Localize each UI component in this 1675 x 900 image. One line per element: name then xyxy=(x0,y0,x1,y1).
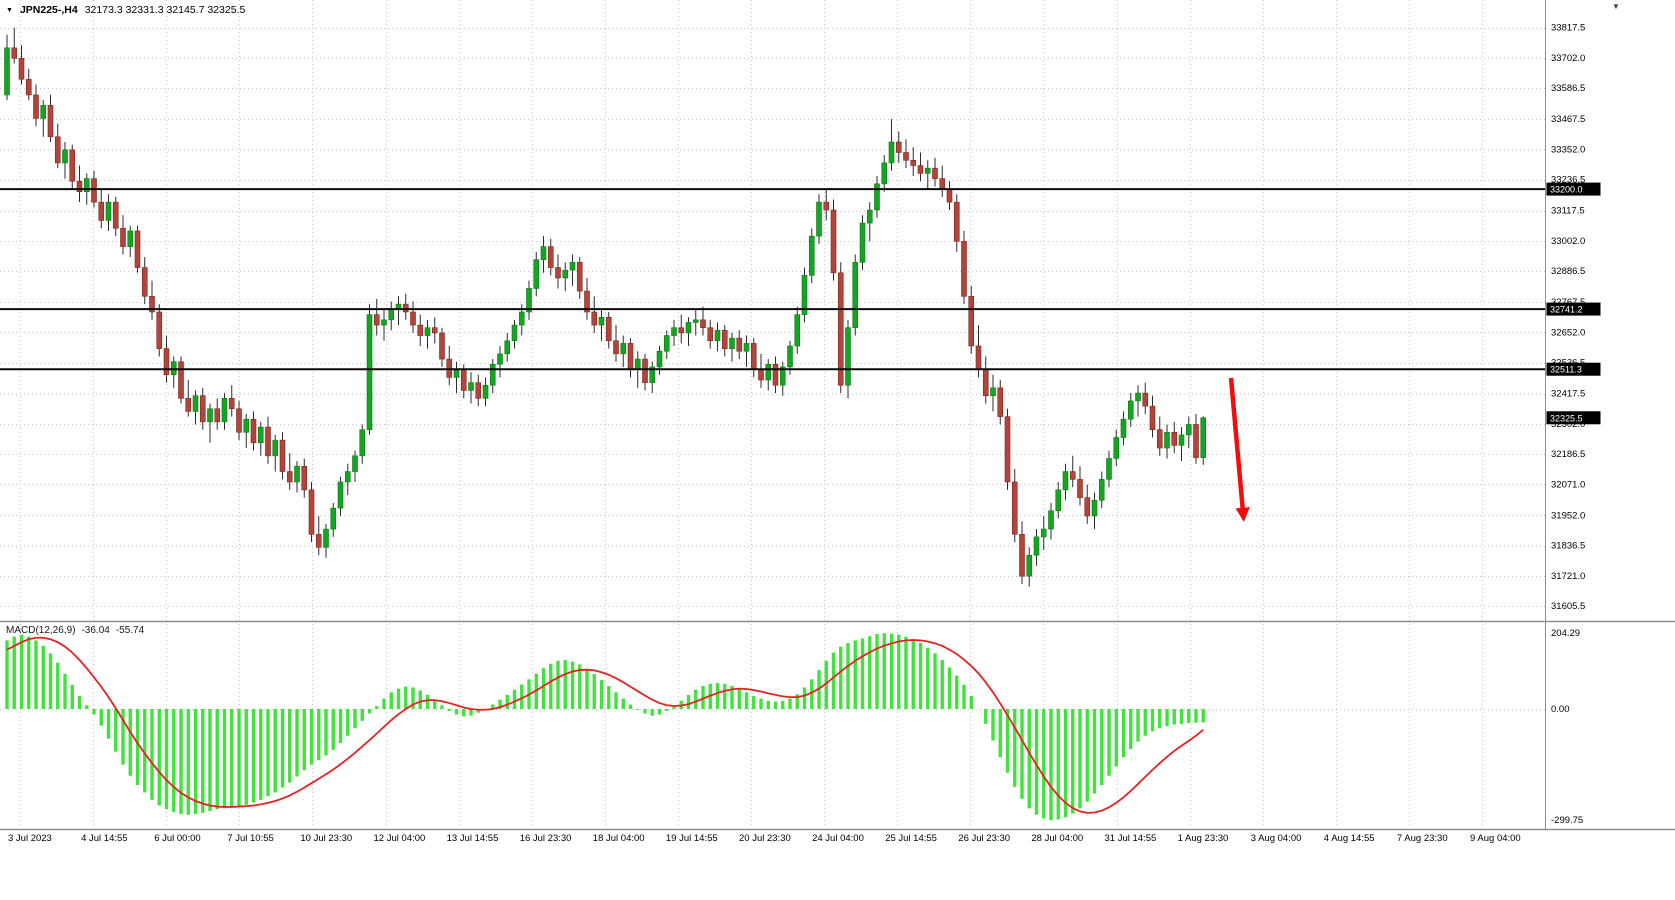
time-axis-tick: 25 Jul 14:55 xyxy=(885,833,937,844)
price-axis-tick: 33352.0 xyxy=(1551,144,1585,155)
macd-axis-tick: 204.29 xyxy=(1551,628,1580,639)
macd-axis-labels: 204.29 0.00 -299.75 xyxy=(1551,628,1583,826)
candles xyxy=(4,27,1207,587)
price-tag xyxy=(1546,411,1601,425)
time-axis-tick: 3 Jul 2023 xyxy=(8,833,52,844)
time-axis-tick: 7 Jul 10:55 xyxy=(227,833,273,844)
macd-signal-value: -55.74 xyxy=(115,625,145,636)
time-axis-tick: 6 Jul 00:00 xyxy=(154,833,200,844)
time-axis-tick: 12 Jul 04:00 xyxy=(374,833,426,844)
price-axis-labels: 33817.5 33702.0 33586.5 33467.5 33352.0 33236… xyxy=(1551,23,1585,613)
macd-signal-line xyxy=(6,636,1204,814)
time-axis-tick: 18 Jul 04:00 xyxy=(593,833,645,844)
panel-separators xyxy=(0,0,1675,831)
price-tag-text: 32325.5 xyxy=(1550,413,1583,423)
price-axis-tick: 32302.0 xyxy=(1551,419,1585,430)
price-axis-tick: 32071.0 xyxy=(1551,479,1585,490)
macd-axis-tick: 0.00 xyxy=(1551,704,1570,715)
price-tag-text: 33200.0 xyxy=(1550,185,1583,195)
macd-axis-tick: -299.75 xyxy=(1551,815,1583,826)
time-axis-tick: 31 Jul 14:55 xyxy=(1105,833,1157,844)
price-axis-tick: 32186.5 xyxy=(1551,449,1585,460)
time-axis-tick: 13 Jul 14:55 xyxy=(447,833,499,844)
time-axis-tick: 1 Aug 23:30 xyxy=(1178,833,1229,844)
price-axis-tick: 31836.5 xyxy=(1551,541,1585,552)
price-axis-tick: 33236.5 xyxy=(1551,175,1585,186)
price-axis-tick: 31721.0 xyxy=(1551,571,1585,582)
time-axis-tick: 26 Jul 23:30 xyxy=(958,833,1010,844)
price-tag xyxy=(1546,302,1601,316)
price-axis-tick: 32417.5 xyxy=(1551,389,1585,400)
time-axis-tick: 4 Jul 14:55 xyxy=(81,833,127,844)
time-axis-tick: 19 Jul 14:55 xyxy=(666,833,718,844)
price-axis-tick: 33702.0 xyxy=(1551,53,1585,64)
price-tags: 33200.0 32741.2 32511.3 32325.5 xyxy=(1546,182,1601,425)
trend-arrow[interactable] xyxy=(1228,377,1250,523)
price-axis-tick: 33117.5 xyxy=(1551,206,1585,217)
time-axis-labels: 3 Jul 2023 4 Jul 14:55 6 Jul 00:00 7 Jul 10… xyxy=(8,833,1521,844)
price-axis-tick: 31952.0 xyxy=(1551,510,1585,521)
price-tag-text: 32741.2 xyxy=(1550,305,1583,315)
symbol-period-label: JPN225-,H4 xyxy=(19,4,78,16)
macd-name: MACD(12,26,9) xyxy=(6,625,76,636)
ohlc-values: 32173.3 32331.3 32145.7 32325.5 xyxy=(84,4,246,16)
price-axis-tick: 33817.5 xyxy=(1551,23,1585,34)
price-tag-text: 32511.3 xyxy=(1550,365,1582,375)
price-axis-tick: 31605.5 xyxy=(1551,601,1585,612)
time-axis-tick: 20 Jul 23:30 xyxy=(739,833,791,844)
chart-shift-marker[interactable]: ▼ xyxy=(1612,2,1620,11)
time-axis-tick: 10 Jul 23:30 xyxy=(300,833,352,844)
time-axis-tick: 28 Jul 04:00 xyxy=(1031,833,1083,844)
time-axis-tick: 9 Aug 04:00 xyxy=(1470,833,1521,844)
macd-indicator-label: MACD(12,26,9) -36.04 -55.74 xyxy=(6,625,144,636)
time-axis-tick: 24 Jul 04:00 xyxy=(812,833,864,844)
chart-header: ▼ JPN225-,H4 32173.3 32331.3 32145.7 323… xyxy=(6,4,245,16)
symbol-dropdown-icon[interactable]: ▼ xyxy=(6,6,13,14)
time-axis-tick: 4 Aug 14:55 xyxy=(1324,833,1375,844)
time-axis-tick: 7 Aug 23:30 xyxy=(1397,833,1448,844)
price-axis-tick: 32652.0 xyxy=(1551,327,1585,338)
time-axis-tick: 16 Jul 23:30 xyxy=(520,833,572,844)
macd-histogram xyxy=(5,633,1205,821)
macd-value: -36.04 xyxy=(81,625,110,636)
price-axis-tick: 33586.5 xyxy=(1551,83,1585,94)
price-axis-tick: 32886.5 xyxy=(1551,266,1585,277)
price-tag xyxy=(1546,362,1601,376)
time-axis-tick: 3 Aug 04:00 xyxy=(1251,833,1302,844)
price-tag xyxy=(1546,182,1601,196)
price-axis-tick: 33467.5 xyxy=(1551,114,1585,125)
grid xyxy=(0,0,1545,828)
price-axis-tick: 33002.0 xyxy=(1551,236,1585,247)
